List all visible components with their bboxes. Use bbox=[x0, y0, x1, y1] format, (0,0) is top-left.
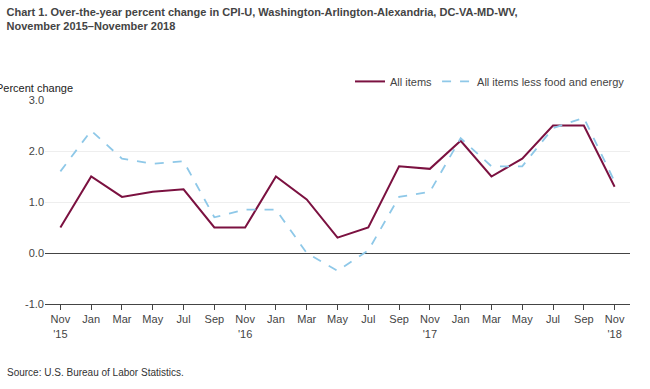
svg-text:Source: U.S. Bureau of Labor S: Source: U.S. Bureau of Labor Statistics. bbox=[7, 367, 184, 378]
svg-text:Percent change: Percent change bbox=[0, 82, 73, 94]
svg-text:Mar: Mar bbox=[112, 313, 131, 325]
svg-text:Sep: Sep bbox=[205, 313, 225, 325]
svg-text:Jul: Jul bbox=[177, 313, 191, 325]
svg-text:May: May bbox=[327, 313, 348, 325]
svg-text:Jul: Jul bbox=[361, 313, 375, 325]
svg-text:All items: All items bbox=[390, 76, 432, 88]
svg-text:Nov'15: Nov'15 bbox=[51, 313, 71, 339]
svg-text:Chart 1. Over-the-year percent: Chart 1. Over-the-year percent change in… bbox=[7, 6, 518, 32]
svg-text:Jan: Jan bbox=[82, 313, 100, 325]
svg-text:0.0: 0.0 bbox=[29, 247, 44, 259]
svg-text:May: May bbox=[142, 313, 163, 325]
svg-text:Sep: Sep bbox=[389, 313, 409, 325]
svg-text:Jan: Jan bbox=[267, 313, 285, 325]
svg-text:Jul: Jul bbox=[546, 313, 560, 325]
svg-text:Mar: Mar bbox=[297, 313, 316, 325]
svg-text:May: May bbox=[512, 313, 533, 325]
svg-text:Jan: Jan bbox=[452, 313, 470, 325]
svg-text:Mar: Mar bbox=[482, 313, 501, 325]
svg-text:2.0: 2.0 bbox=[29, 145, 44, 157]
svg-text:1.0: 1.0 bbox=[29, 196, 44, 208]
svg-text:3.0: 3.0 bbox=[29, 94, 44, 106]
svg-text:Nov'16: Nov'16 bbox=[235, 313, 255, 339]
svg-text:Sep: Sep bbox=[574, 313, 594, 325]
svg-text:All items less food and energy: All items less food and energy bbox=[477, 76, 624, 88]
svg-text:Nov'17: Nov'17 bbox=[420, 313, 440, 339]
svg-text:Nov'18: Nov'18 bbox=[605, 313, 625, 339]
svg-text:-1.0: -1.0 bbox=[25, 298, 44, 310]
